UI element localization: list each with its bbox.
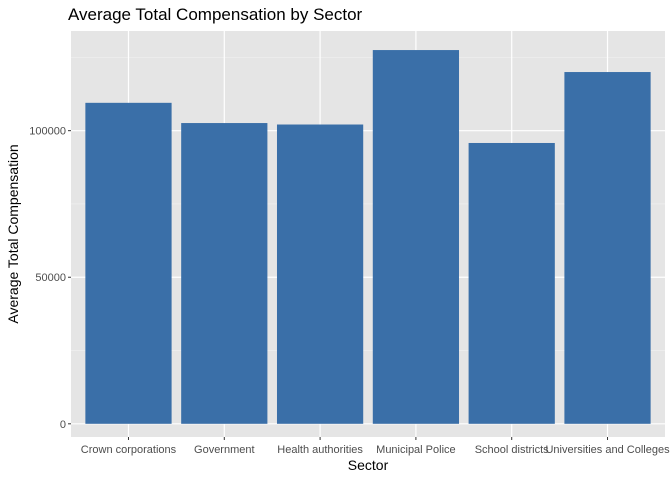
y-axis: 0 50000 100000 <box>29 126 71 431</box>
y-tick-label: 50000 <box>35 272 66 284</box>
bar <box>372 50 460 424</box>
y-axis-title: Average Total Compensation <box>5 144 21 323</box>
x-tick-label: Health authorities <box>277 444 363 456</box>
x-tick-label: School districts <box>475 444 549 456</box>
bar <box>85 102 172 424</box>
x-axis: Crown corporations Government Health autho… <box>81 437 670 456</box>
x-tick-label: Municipal Police <box>376 444 455 456</box>
x-tick-label: Crown corporations <box>81 444 177 456</box>
y-tick-label: 0 <box>60 419 66 431</box>
chart-title: Average Total Compensation by Sector <box>68 5 363 24</box>
bar <box>468 142 555 424</box>
bar <box>181 123 268 424</box>
bar <box>564 72 651 424</box>
bar <box>276 124 364 424</box>
bars <box>85 50 651 424</box>
x-axis-title: Sector <box>348 457 389 473</box>
x-tick-label: Government <box>194 444 255 456</box>
x-tick-label: Universities and Colleges <box>545 444 670 456</box>
y-tick-label: 100000 <box>29 126 66 138</box>
